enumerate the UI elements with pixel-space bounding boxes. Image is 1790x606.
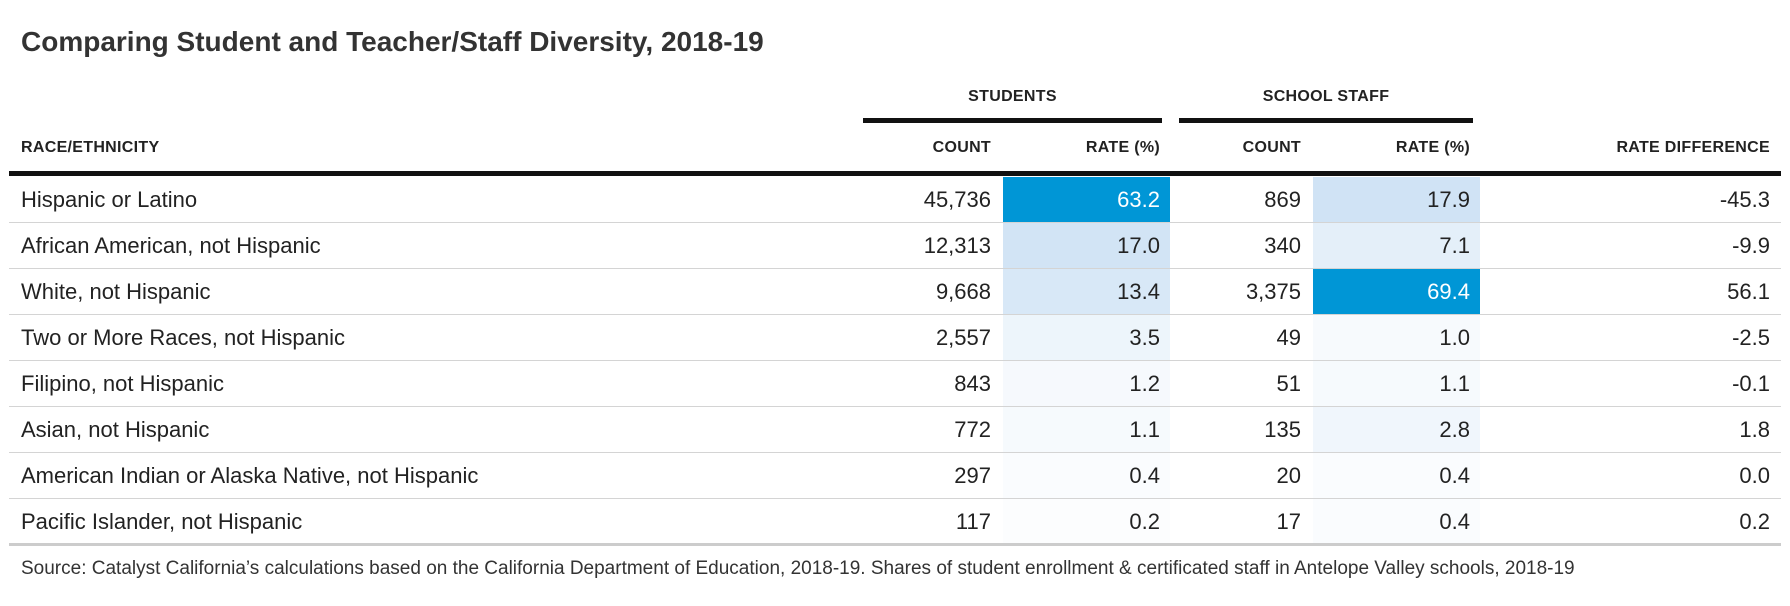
table-cell: 1.8 [1739,417,1770,442]
row-rule [9,222,1781,223]
row-label: American Indian or Alaska Native, not Hi… [21,463,479,488]
row-label: African American, not Hispanic [21,233,321,258]
rate-shade [1003,269,1170,315]
rate-shade [1313,499,1480,545]
row-rule [9,498,1781,499]
table-cell: 0.0 [1739,463,1770,488]
row-label: Pacific Islander, not Hispanic [21,509,303,534]
table-cell: 69.4 [1427,279,1470,304]
rate-shade [1003,499,1170,545]
table-cell: 843 [954,371,991,396]
table-cell: 17.9 [1427,187,1470,212]
table-cell: 1.1 [1439,371,1470,396]
table-cell: 2.8 [1439,417,1470,442]
row-label: Two or More Races, not Hispanic [21,325,346,350]
table-cell: -45.3 [1719,187,1770,212]
rate-shade [1313,361,1480,407]
row-rule [9,543,1781,546]
row-rule [9,452,1781,453]
group-header: STUDENTS [968,88,1057,105]
table-cell: 1.2 [1129,371,1160,396]
rate-shade [1313,453,1480,499]
rate-shade [1313,177,1480,223]
table-cell: 772 [954,417,991,442]
table-cell: 3,375 [1245,279,1301,304]
table-cell: 0.4 [1439,463,1470,488]
table-cell: -2.5 [1732,325,1770,350]
table-cell: 117 [955,509,991,534]
table-cell: -0.1 [1732,371,1770,396]
table-cell: 0.4 [1439,509,1470,534]
table-cell: 51 [1276,371,1301,396]
group-rule [863,118,1162,123]
table-cell: 869 [1264,187,1301,212]
group-rule [1179,118,1473,123]
table-cell: 0.2 [1739,509,1770,534]
column-header: COUNT [1242,139,1301,156]
table-cell: 45,736 [923,187,991,212]
table-title: Comparing Student and Teacher/Staff Dive… [21,26,764,57]
rate-shade [1003,361,1170,407]
table-cell: 297 [954,463,991,488]
source-note: Source: Catalyst California’s calculatio… [21,558,1575,579]
column-header: RATE (%) [1085,139,1160,156]
row-rule [9,268,1781,269]
table-cell: -9.9 [1732,233,1770,258]
rate-shade [1313,223,1480,269]
column-header: RACE/ETHNICITY [21,139,160,156]
table-cell: 12,313 [923,233,991,258]
table-cell: 1.1 [1129,417,1160,442]
table-cell: 135 [1264,417,1301,442]
table-cell: 0.4 [1129,463,1160,488]
row-label: White, not Hispanic [21,279,211,304]
table-cell: 0.2 [1129,509,1160,534]
table-cell: 1.0 [1439,325,1470,350]
row-rule [9,314,1781,315]
rate-shade [1003,177,1170,223]
column-header: RATE (%) [1395,139,1470,156]
rate-shade [1313,407,1480,453]
column-header: RATE DIFFERENCE [1616,139,1770,156]
rate-shade [1003,407,1170,453]
rate-shade [1313,315,1480,361]
table-cell: 3.5 [1129,325,1160,350]
row-rule [9,406,1781,407]
row-label: Filipino, not Hispanic [21,371,224,396]
table-cell: 9,668 [935,279,991,304]
table-cell: 2,557 [935,325,991,350]
table-cell: 49 [1276,325,1301,350]
rate-shade [1003,223,1170,269]
row-rule [9,360,1781,361]
table-cell: 7.1 [1439,233,1470,258]
table-cell: 63.2 [1117,187,1160,212]
table-cell: 17 [1276,509,1301,534]
header-rule [9,171,1781,176]
table-cell: 13.4 [1117,279,1160,304]
table-cell: 20 [1276,463,1301,488]
row-label: Hispanic or Latino [21,187,198,212]
row-label: Asian, not Hispanic [21,417,210,442]
table-cell: 17.0 [1117,233,1160,258]
column-header: COUNT [932,139,991,156]
group-header: SCHOOL STAFF [1262,88,1390,105]
rate-shade [1003,315,1170,361]
rate-shade [1313,269,1480,315]
rate-shade [1003,453,1170,499]
table-cell: 340 [1264,233,1301,258]
table-cell: 56.1 [1727,279,1770,304]
